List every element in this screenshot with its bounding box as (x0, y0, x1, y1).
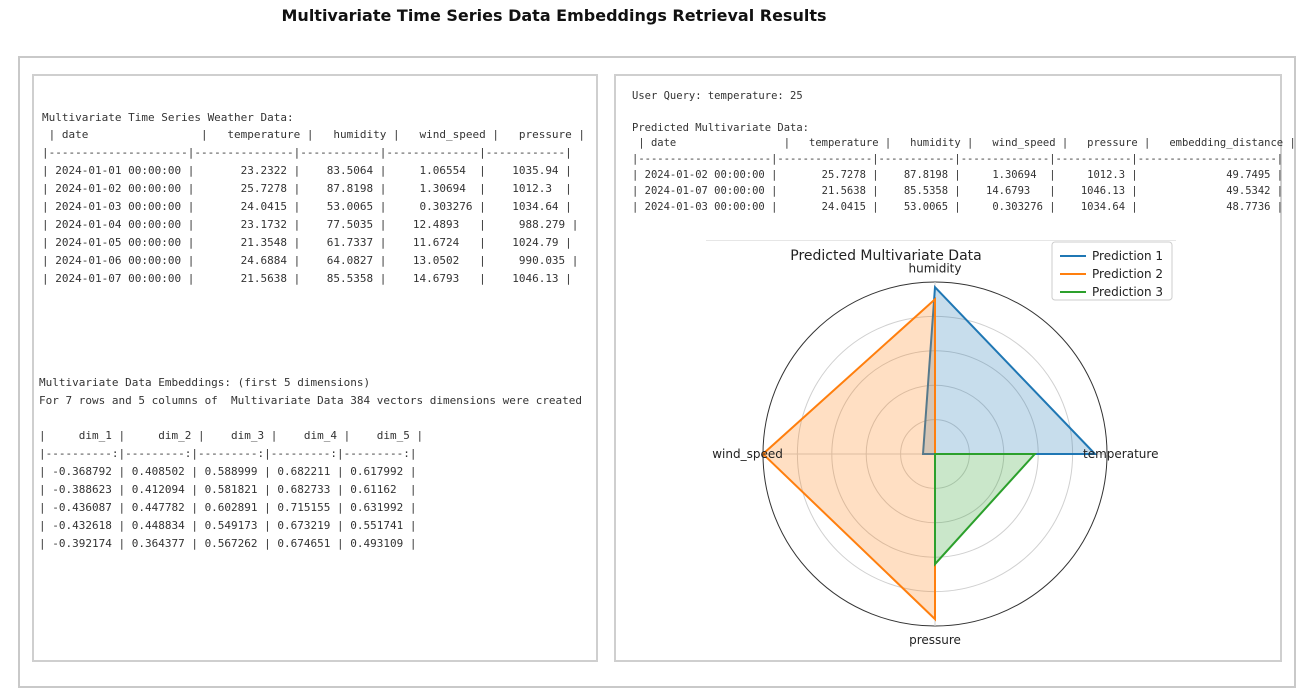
weather-data-heading: Multivariate Time Series Weather Data: (42, 111, 294, 124)
weather-table-row: | 2024-01-06 00:00:00 | 24.6884 | 64.082… (42, 254, 579, 267)
weather-data-table: | date | temperature | humidity | wind_s… (42, 126, 585, 288)
weather-table-row: | 2024-01-04 00:00:00 | 23.1732 | 77.503… (42, 218, 579, 231)
chart-legend: Prediction 1 Prediction 2 Prediction 3 (1051, 241, 1173, 301)
predicted-table-row: |---------------------|---------------|-… (632, 153, 1284, 165)
predicted-table-row: | date | temperature | humidity | wind_s… (632, 137, 1296, 149)
radar-series-fill-1 (923, 287, 1095, 454)
embeddings-table: | dim_1 | dim_2 | dim_3 | dim_4 | dim_5 … (39, 427, 423, 553)
radar-series-fill-2 (763, 299, 935, 620)
radar-series (761, 284, 1098, 622)
left-panel: Multivariate Time Series Weather Data: |… (32, 74, 598, 662)
predicted-heading: Predicted Multivariate Data: (632, 122, 810, 134)
embeddings-table-row: |----------:|---------:|---------:|-----… (39, 447, 417, 460)
radar-chart: Predicted Multivariate Data temperature h… (712, 241, 1173, 647)
outer-frame (18, 56, 1296, 688)
predicted-table-row: | 2024-01-02 00:00:00 | 25.7278 | 87.819… (632, 169, 1284, 181)
embeddings-table-row: | dim_1 | dim_2 | dim_3 | dim_4 | dim_5 … (39, 429, 424, 442)
legend-entry: Prediction 1 (1092, 249, 1163, 263)
weather-table-row: |---------------------|---------------|-… (42, 146, 572, 159)
weather-table-row: | date | temperature | humidity | wind_s… (42, 128, 586, 141)
embeddings-table-row: | -0.392174 | 0.364377 | 0.567262 | 0.67… (39, 537, 417, 550)
predicted-table-row: | 2024-01-07 00:00:00 | 21.5638 | 85.535… (632, 185, 1284, 197)
embeddings-table-row: | -0.432618 | 0.448834 | 0.549173 | 0.67… (39, 519, 417, 532)
legend-entry: Prediction 3 (1092, 285, 1163, 299)
embeddings-table-row: | -0.388623 | 0.412094 | 0.581821 | 0.68… (39, 483, 417, 496)
radar-axis-labels: temperature humidity wind_speed pressure (712, 262, 1158, 647)
weather-table-row: | 2024-01-02 00:00:00 | 25.7278 | 87.819… (42, 182, 572, 195)
radar-axis-label: temperature (1083, 447, 1158, 461)
weather-table-row: | 2024-01-01 00:00:00 | 23.2322 | 83.506… (42, 164, 572, 177)
predicted-table: | date | temperature | humidity | wind_s… (632, 135, 1296, 215)
embeddings-heading: Multivariate Data Embeddings: (first 5 d… (39, 376, 371, 389)
legend-entry: Prediction 2 (1092, 267, 1163, 281)
radar-series-line-3 (934, 453, 1038, 567)
embeddings-note: For 7 rows and 5 columns of Multivariate… (39, 394, 583, 407)
weather-table-row: | 2024-01-05 00:00:00 | 21.3548 | 61.733… (42, 236, 572, 249)
right-panel: User Query: temperature: 25 Predicted Mu… (614, 74, 1296, 662)
embeddings-table-row: | -0.368792 | 0.408502 | 0.588999 | 0.68… (39, 465, 417, 478)
predicted-table-row: | 2024-01-03 00:00:00 | 24.0415 | 53.006… (632, 201, 1284, 213)
weather-table-row: | 2024-01-07 00:00:00 | 21.5638 | 85.535… (42, 272, 572, 285)
weather-table-row: | 2024-01-03 00:00:00 | 24.0415 | 53.006… (42, 200, 572, 213)
chart-title: Predicted Multivariate Data (790, 248, 981, 264)
user-query-text: User Query: temperature: 25 (632, 90, 803, 102)
radar-axis-label: wind_speed (712, 447, 783, 461)
page-title: Multivariate Time Series Data Embeddings… (281, 6, 827, 25)
chart-separator (706, 240, 1176, 241)
radar-axis-label: pressure (909, 633, 961, 647)
embeddings-table-row: | -0.436087 | 0.447782 | 0.602891 | 0.71… (39, 501, 417, 514)
radar-axis-label: humidity (909, 262, 962, 276)
